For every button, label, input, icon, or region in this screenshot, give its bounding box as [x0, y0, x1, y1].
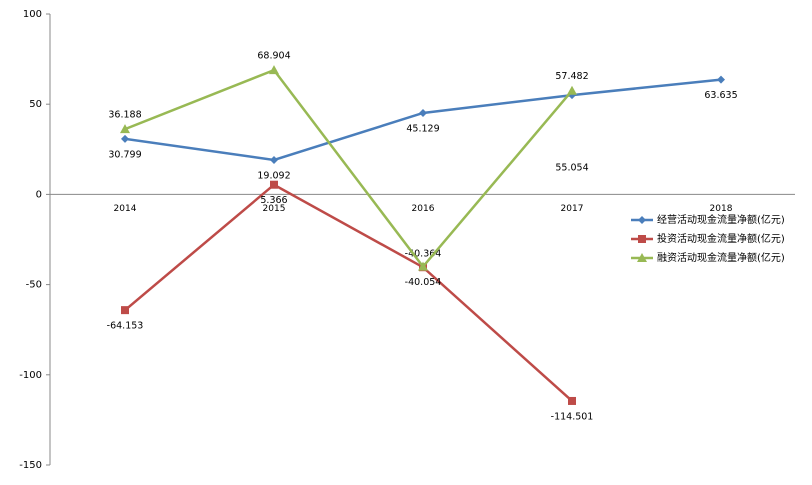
data-label: -64.153: [107, 321, 144, 332]
line: [124, 183, 573, 402]
data-label: 55.054: [555, 163, 588, 174]
data-label: -114.501: [551, 411, 594, 422]
data-label: -40.054: [405, 277, 442, 288]
data-label: 68.904: [257, 51, 290, 62]
marker: [121, 306, 129, 315]
series: 36.188 68.904 -40.054 57.482: [108, 51, 588, 289]
marker: [120, 124, 130, 134]
y-tick-label: -100: [19, 370, 42, 381]
line: [124, 78, 722, 162]
y-tick-label: -50: [26, 280, 42, 291]
x-tick-label: 2014: [114, 204, 137, 214]
y-tick-label: 50: [29, 99, 42, 110]
marker: [567, 85, 577, 95]
data-label: 5.366: [260, 195, 287, 206]
marker: [419, 108, 427, 117]
marker: [270, 155, 278, 164]
data-label: 30.799: [108, 149, 141, 160]
y-tick-label: 0: [36, 189, 42, 200]
data-label: 19.092: [257, 170, 290, 181]
y-tick-label: 100: [23, 9, 42, 20]
data-label: 36.188: [108, 110, 141, 121]
marker: [270, 180, 278, 189]
legend-label: 融资活动现金流量净额(亿元): [657, 251, 785, 264]
y-tick-label: -150: [19, 460, 42, 471]
legend-label: 经营活动现金流量净额(亿元): [657, 213, 785, 226]
marker: [638, 235, 646, 243]
x-tick-label: 2016: [412, 204, 435, 214]
x-tick-label: 2015: [263, 204, 286, 214]
data-label: 57.482: [555, 71, 588, 82]
data-label: 45.129: [406, 123, 439, 134]
marker: [418, 261, 428, 271]
series: -64.153 5.366 -40.364 -114.501: [107, 180, 594, 422]
marker: [269, 65, 279, 75]
marker: [121, 134, 129, 143]
series: 30.799 19.092 45.129 55.054 63.635: [108, 75, 738, 181]
data-label: 63.635: [704, 90, 737, 101]
data-label: -40.364: [405, 249, 442, 260]
x-tick-label: 2018: [710, 204, 733, 214]
legend-label: 投资活动现金流量净额(亿元): [657, 232, 785, 245]
marker: [638, 216, 646, 224]
marker: [568, 396, 576, 405]
x-tick-label: 2017: [561, 204, 584, 214]
marker: [637, 253, 647, 262]
marker: [717, 75, 725, 84]
line: [124, 68, 573, 269]
